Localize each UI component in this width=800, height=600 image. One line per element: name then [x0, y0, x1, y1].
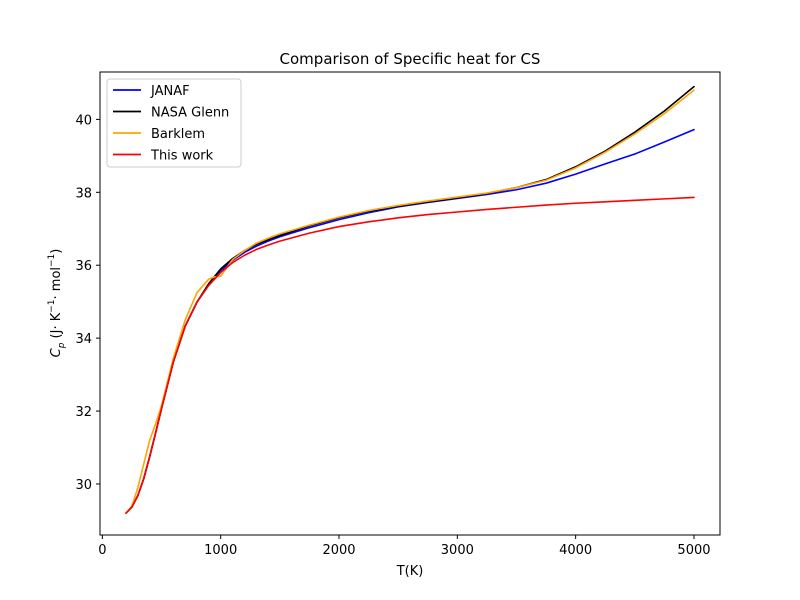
y-tick-label: 38 — [75, 186, 92, 201]
plot-frame — [99, 71, 721, 536]
x-tick-label: 1000 — [204, 543, 237, 558]
chart-title: Comparison of Specific heat for CS — [280, 50, 541, 68]
y-axis-label: Cp (J· K−1· mol−1) — [47, 249, 67, 358]
series-layer — [125, 85, 695, 514]
y-axis: 30 32 34 36 38 40 — [75, 113, 100, 493]
y-tick-label: 36 — [75, 259, 92, 274]
x-tick-label: 4000 — [559, 543, 592, 558]
legend: JANAF NASA Glenn Barklem This work — [106, 78, 242, 168]
legend-label: NASA Glenn — [151, 106, 229, 121]
legend-label: JANAF — [150, 84, 190, 99]
y-tick-label: 32 — [75, 405, 92, 420]
legend-box — [106, 78, 242, 168]
x-axis: 0 1000 2000 3000 4000 5000 — [98, 535, 711, 558]
x-tick-label: 3000 — [441, 543, 474, 558]
series-line-this-work — [125, 196, 695, 514]
legend-label: This work — [150, 149, 214, 164]
y-tick-label: 34 — [75, 332, 92, 347]
x-tick-label: 5000 — [677, 543, 710, 558]
x-tick-label: 0 — [98, 543, 106, 558]
x-tick-label: 2000 — [322, 543, 355, 558]
y-tick-label: 30 — [75, 478, 92, 493]
legend-label: Barklem — [151, 127, 205, 142]
y-tick-label: 40 — [75, 113, 92, 128]
series-line-barklem — [125, 89, 695, 514]
x-axis-label: T(K) — [396, 564, 424, 579]
